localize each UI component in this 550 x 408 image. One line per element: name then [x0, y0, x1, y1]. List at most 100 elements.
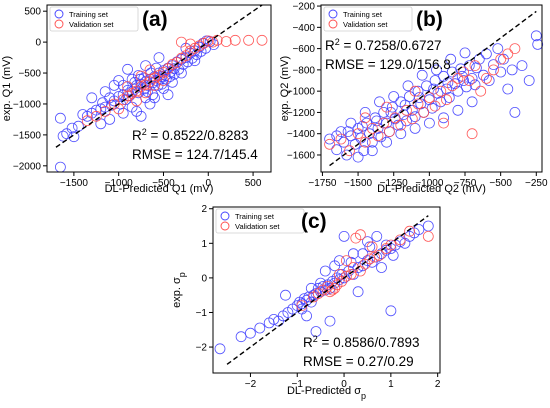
- training-point: [301, 310, 313, 322]
- validation-point: [458, 66, 470, 78]
- validation-point: [480, 73, 492, 84]
- plot-frame: [212, 206, 441, 374]
- training-point: [402, 80, 414, 92]
- training-point: [122, 63, 133, 75]
- x-tick-label: −1000: [415, 178, 444, 189]
- training-point: [426, 102, 438, 114]
- training-point: [324, 133, 336, 145]
- x-tick-label: −500: [489, 178, 512, 189]
- training-point: [502, 83, 514, 95]
- legend-validation-label: Validation set: [69, 20, 114, 29]
- training-point: [495, 66, 507, 78]
- legend-training-label: Training set: [343, 10, 383, 19]
- validation-point: [435, 85, 447, 97]
- training-point: [409, 122, 421, 134]
- rmse-text: RMSE = 129.0/156.8: [325, 57, 451, 72]
- r2-text: R2 = 0.8522/0.8283: [132, 127, 248, 143]
- training-point: [57, 130, 69, 142]
- training-point: [117, 80, 129, 91]
- training-point: [55, 161, 66, 173]
- legend-validation-label: Validation set: [235, 222, 280, 231]
- training-point: [523, 75, 535, 86]
- validation-point: [158, 75, 169, 86]
- training-point: [359, 107, 371, 118]
- training-point: [324, 315, 336, 327]
- panel-label: (a): [142, 8, 168, 31]
- training-point: [140, 60, 152, 71]
- training-point: [73, 120, 84, 132]
- training-point: [68, 131, 80, 143]
- training-point: [200, 42, 212, 54]
- training-point: [55, 112, 66, 124]
- validation-point: [429, 100, 441, 112]
- validation-point: [184, 38, 196, 50]
- y-tick-label: −400: [292, 23, 315, 34]
- training-point: [466, 73, 478, 84]
- y-tick-label: −2: [196, 343, 208, 354]
- training-point: [374, 96, 385, 108]
- training-point: [364, 241, 376, 253]
- x-tick-label: 2: [435, 379, 441, 390]
- training-point: [421, 80, 432, 92]
- validation-point: [364, 253, 376, 265]
- training-point: [347, 248, 359, 260]
- validation-point: [175, 36, 187, 48]
- r2-text: R2 = 0.8586/0.7893: [303, 334, 419, 350]
- validation-point: [131, 95, 143, 107]
- training-point: [66, 122, 78, 134]
- validation-point: [389, 112, 401, 124]
- validation-point: [446, 80, 458, 92]
- training-point: [438, 112, 450, 124]
- training-point: [214, 343, 226, 355]
- training-point: [381, 117, 393, 129]
- y-tick-label: −1600: [287, 150, 316, 161]
- training-point: [132, 87, 144, 99]
- validation-point: [418, 107, 430, 118]
- legend-validation-marker: [220, 221, 230, 231]
- x-tick-label: −1250: [380, 178, 409, 189]
- r2-text: R2 = 0.7258/0.6727: [325, 37, 441, 53]
- x-tick-label: −1500: [60, 178, 89, 189]
- training-point: [296, 303, 308, 315]
- training-point: [443, 92, 455, 103]
- training-point: [429, 75, 441, 86]
- validation-point: [354, 229, 366, 241]
- validation-point: [502, 48, 514, 60]
- training-point: [61, 128, 73, 140]
- legend-training-label: Training set: [235, 212, 275, 221]
- training-point: [395, 128, 407, 140]
- validation-point: [220, 36, 232, 47]
- validation-point: [333, 268, 345, 280]
- y-tick-label: −1000: [287, 87, 316, 98]
- training-point: [381, 136, 393, 148]
- training-point: [435, 96, 447, 108]
- y-axis-label: exp. σp: [171, 272, 187, 308]
- y-tick-label: −1: [196, 308, 208, 319]
- validation-point: [452, 73, 464, 84]
- x-tick-label: 500: [245, 178, 262, 189]
- fit-line: [329, 10, 537, 167]
- training-point: [423, 94, 435, 106]
- training-point: [352, 262, 364, 273]
- x-tick-label: −1500: [344, 178, 373, 189]
- training-point: [470, 62, 482, 74]
- training-point: [441, 83, 452, 95]
- y-tick-label: 2: [201, 204, 207, 215]
- training-point: [371, 230, 383, 242]
- validation-point: [335, 133, 347, 145]
- training-point: [160, 73, 172, 85]
- y-axis-label: exp. Q1 (mV): [1, 56, 13, 121]
- training-point: [488, 59, 499, 70]
- training-point: [509, 107, 521, 118]
- validation-point: [381, 101, 393, 113]
- validation-point: [359, 136, 371, 148]
- x-tick-label: −1000: [105, 178, 134, 189]
- training-point: [406, 104, 418, 116]
- validation-point: [90, 110, 102, 122]
- training-point: [162, 89, 174, 101]
- validation-point: [171, 57, 183, 68]
- training-point: [428, 83, 440, 95]
- validation-point: [423, 92, 435, 103]
- training-point: [352, 151, 364, 163]
